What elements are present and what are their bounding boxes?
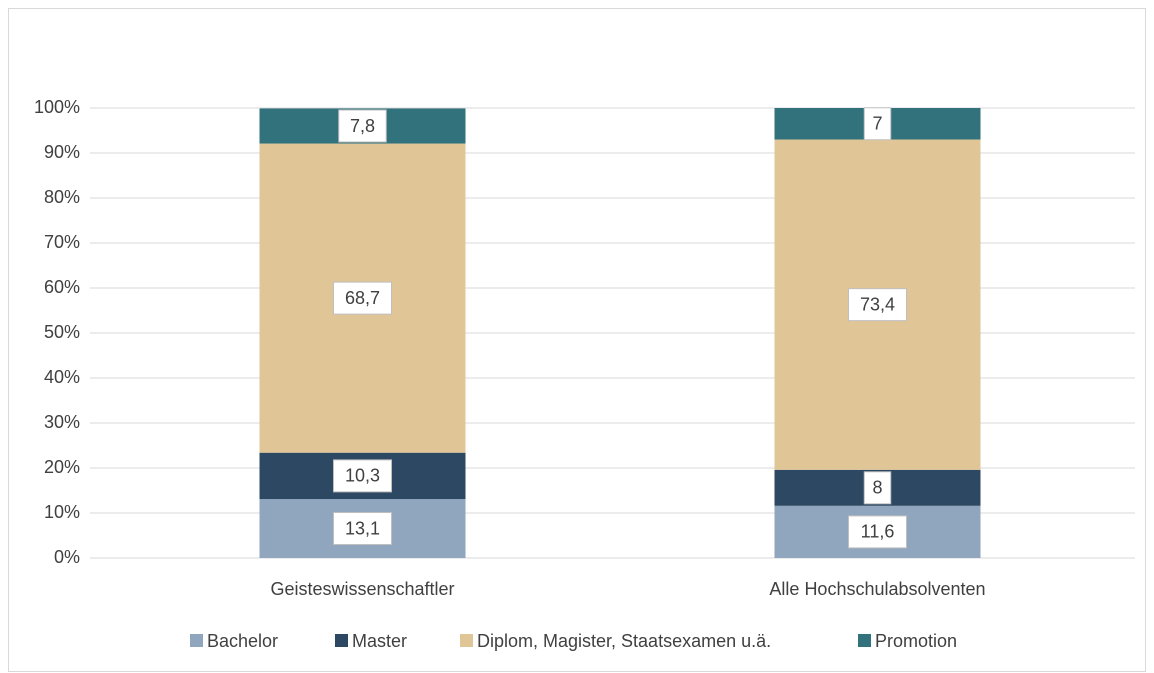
data-label-box bbox=[333, 512, 392, 546]
data-label-box bbox=[333, 459, 392, 493]
data-label-box bbox=[848, 515, 907, 549]
y-tick-label: 30% bbox=[44, 412, 80, 432]
y-tick-label: 10% bbox=[44, 502, 80, 522]
legend-swatch bbox=[190, 634, 203, 647]
legend-label: Promotion bbox=[875, 631, 957, 651]
legend-label: Diplom, Magister, Staatsexamen u.ä. bbox=[477, 631, 771, 651]
y-tick-label: 70% bbox=[44, 232, 80, 252]
x-tick-label: Geisteswissenschaftler bbox=[270, 579, 454, 599]
legend-swatch bbox=[858, 634, 871, 647]
y-tick-label: 20% bbox=[44, 457, 80, 477]
y-tick-label: 60% bbox=[44, 277, 80, 297]
y-tick-label: 50% bbox=[44, 322, 80, 342]
data-label-box bbox=[863, 107, 892, 141]
data-label: 7 bbox=[872, 114, 882, 134]
data-label: 10,3 bbox=[345, 466, 380, 486]
legend-label: Bachelor bbox=[207, 631, 278, 651]
y-tick-label: 0% bbox=[54, 547, 80, 567]
data-label-box bbox=[848, 288, 907, 322]
legend-label: Master bbox=[352, 631, 407, 651]
data-label: 68,7 bbox=[345, 288, 380, 308]
data-label: 73,4 bbox=[860, 294, 895, 314]
legend-swatch bbox=[460, 634, 473, 647]
data-label: 7,8 bbox=[350, 116, 375, 136]
data-label: 8 bbox=[872, 478, 882, 498]
y-tick-label: 80% bbox=[44, 187, 80, 207]
data-label-box bbox=[863, 471, 892, 505]
x-tick-label: Alle Hochschulabsolventen bbox=[769, 579, 985, 599]
y-tick-label: 40% bbox=[44, 367, 80, 387]
data-label: 13,1 bbox=[345, 518, 380, 538]
data-label: 11,6 bbox=[861, 522, 895, 542]
legend-swatch bbox=[335, 634, 348, 647]
y-tick-label: 90% bbox=[44, 142, 80, 162]
data-label-box bbox=[338, 109, 387, 143]
data-label-box bbox=[333, 281, 392, 315]
y-tick-label: 100% bbox=[34, 97, 80, 117]
